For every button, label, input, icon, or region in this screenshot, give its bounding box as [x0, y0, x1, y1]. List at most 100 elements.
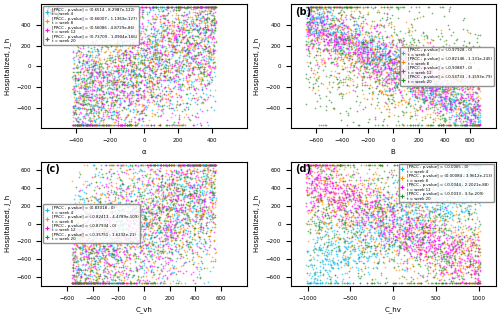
Point	[197, 245, 205, 250]
Point	[362, 221, 370, 226]
Point	[457, 183, 465, 188]
Point	[186, 195, 194, 200]
Point	[168, 228, 175, 233]
Point	[338, 217, 345, 222]
Point	[406, 63, 414, 68]
Point	[158, 94, 166, 100]
Point	[152, 47, 160, 52]
Point	[422, 222, 430, 227]
Point	[96, 36, 104, 41]
Point	[187, 51, 195, 56]
Point	[200, 55, 207, 60]
Point	[390, 247, 398, 252]
Point	[466, 101, 473, 106]
Point	[112, 202, 120, 207]
Point	[70, 205, 78, 210]
Point	[392, 198, 400, 204]
Point	[466, 123, 474, 128]
Point	[104, 162, 112, 167]
Point	[312, 162, 320, 167]
Point	[81, 59, 89, 64]
Point	[397, 49, 405, 54]
Point	[196, 162, 204, 167]
Point	[424, 249, 432, 254]
Point	[431, 267, 439, 272]
Point	[176, 5, 184, 10]
Point	[430, 206, 438, 211]
Point	[334, 204, 342, 210]
Point	[174, 73, 182, 78]
Point	[95, 70, 103, 75]
Point	[144, 162, 152, 167]
Point	[463, 123, 471, 128]
Point	[365, 272, 373, 277]
Point	[176, 61, 184, 66]
Point	[328, 162, 336, 167]
Point	[69, 103, 77, 108]
Point	[433, 78, 441, 83]
Point	[412, 276, 420, 281]
Point	[170, 162, 178, 167]
Point	[387, 66, 395, 71]
Point	[108, 100, 116, 105]
Point	[327, 210, 335, 215]
Point	[205, 54, 213, 59]
Point	[157, 50, 165, 55]
Point	[80, 86, 88, 91]
Point	[436, 206, 444, 211]
Point	[458, 172, 466, 178]
Point	[91, 123, 99, 128]
Point	[470, 105, 478, 110]
Point	[188, 16, 196, 22]
Point	[348, 27, 356, 32]
Point	[444, 81, 452, 87]
Point	[469, 108, 477, 113]
Point	[206, 63, 214, 68]
Point	[159, 15, 167, 20]
Point	[154, 217, 162, 222]
Point	[136, 162, 143, 167]
Point	[106, 90, 114, 95]
Point	[364, 192, 372, 197]
Point	[428, 239, 436, 244]
Point	[396, 216, 404, 221]
Point	[406, 182, 413, 187]
Point	[322, 33, 330, 38]
Point	[343, 191, 351, 197]
Point	[314, 78, 322, 83]
Point	[156, 123, 164, 128]
Point	[192, 58, 200, 63]
Point	[88, 238, 96, 243]
Point	[306, 33, 314, 38]
Point	[150, 65, 158, 70]
Point	[406, 210, 414, 216]
Point	[148, 83, 156, 88]
Point	[106, 199, 114, 204]
Point	[205, 244, 213, 249]
Point	[134, 116, 142, 121]
Point	[465, 280, 473, 285]
Point	[168, 105, 176, 110]
Point	[172, 192, 180, 197]
Point	[176, 5, 184, 10]
Point	[128, 83, 136, 88]
Point	[186, 33, 194, 38]
Point	[122, 168, 130, 173]
Point	[396, 69, 404, 74]
Point	[473, 123, 481, 128]
Point	[357, 54, 365, 59]
Point	[464, 188, 471, 193]
Point	[462, 280, 469, 285]
Point	[172, 242, 180, 247]
Point	[162, 184, 170, 189]
Point	[338, 254, 346, 259]
Point	[384, 246, 392, 251]
Point	[147, 92, 155, 97]
Point	[84, 280, 92, 285]
Point	[206, 45, 214, 50]
Point	[397, 55, 405, 60]
Point	[188, 26, 196, 31]
Point	[458, 242, 466, 247]
Point	[94, 95, 102, 100]
Point	[158, 195, 166, 200]
